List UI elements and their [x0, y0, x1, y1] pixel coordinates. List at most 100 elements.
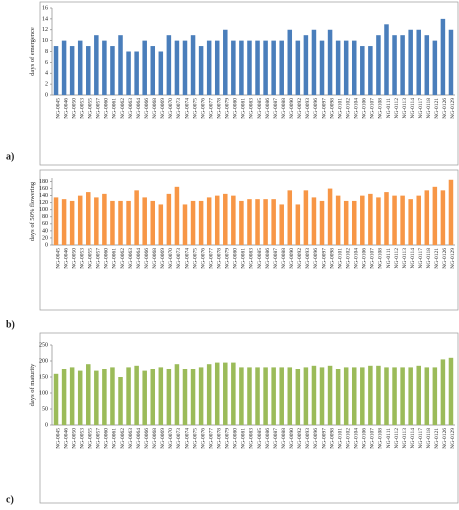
bar — [327, 365, 333, 425]
x-tick-label: NG-0050 — [71, 98, 77, 119]
x-tick-label: NG-0053 — [79, 248, 85, 269]
bar — [134, 51, 139, 95]
x-tick-label: NG-0104 — [354, 428, 360, 449]
x-tick-label: NG-0092 — [297, 98, 303, 119]
x-tick-label: NG-0050 — [71, 428, 77, 449]
bar — [287, 190, 293, 245]
bar — [343, 40, 349, 95]
x-tick-label: NG-0076 — [200, 98, 206, 119]
bar — [424, 190, 430, 245]
x-tick-label: NG-0117 — [418, 248, 424, 269]
y-tick-label: 180 — [39, 179, 48, 185]
bar — [440, 190, 446, 245]
bar — [206, 364, 212, 425]
x-tick-label: NG-0112 — [394, 428, 400, 449]
x-tick-label: NG-0126 — [442, 248, 448, 269]
x-tick-label: NG-0108 — [378, 248, 384, 269]
x-tick-label: NG-0077 — [208, 98, 214, 119]
bar — [77, 370, 83, 425]
x-tick-label: NG-0107 — [370, 248, 376, 269]
x-tick-label: NG-0097 — [321, 248, 327, 269]
x-tick-label: NG-0083 — [249, 248, 255, 269]
bar — [327, 188, 333, 245]
x-tick-label: NG-0070 — [168, 98, 174, 119]
bar — [311, 197, 317, 245]
bar — [448, 179, 454, 245]
x-tick-label: NG-0102 — [345, 248, 351, 269]
x-tick-label: NG-0129 — [450, 248, 456, 269]
bar — [368, 46, 373, 95]
bar — [319, 200, 325, 245]
y-tick-label: 10 — [42, 38, 48, 44]
bar — [279, 40, 284, 95]
bar — [198, 367, 204, 425]
bar — [303, 35, 309, 95]
x-tick-label: NG-0096 — [313, 248, 319, 269]
x-tick-label: NG-0079 — [225, 248, 231, 269]
bar — [255, 40, 260, 95]
x-tick-label: NG-0117 — [418, 98, 424, 119]
bar — [126, 200, 131, 245]
bar — [142, 370, 147, 425]
bar — [86, 364, 91, 425]
bar — [263, 367, 268, 425]
x-tick-label: NG-0060 — [104, 428, 110, 449]
bar — [400, 367, 405, 425]
y-tick-label: 40 — [42, 228, 48, 234]
x-tick-label: NG-0075 — [192, 98, 198, 119]
bar — [198, 200, 204, 245]
bar — [223, 362, 228, 425]
x-tick-label: NG-0108 — [378, 428, 384, 449]
y-tick-label: 4 — [45, 71, 48, 77]
bar — [351, 367, 357, 425]
bar — [279, 367, 284, 425]
x-tick-label: NG-0046 — [63, 98, 69, 119]
x-tick-label: NG-0088 — [281, 98, 287, 119]
bar — [247, 199, 252, 245]
x-tick-label: NG-0085 — [257, 98, 263, 119]
bar — [295, 204, 301, 245]
x-tick-label: NG-0062 — [120, 248, 126, 269]
x-tick-label: NG-0074 — [184, 248, 190, 269]
x-tick-label: NG-0097 — [321, 98, 327, 119]
x-tick-label: NG-0066 — [144, 98, 150, 119]
x-tick-label: NG-0078 — [216, 98, 222, 119]
bar — [255, 199, 260, 245]
y-tick-label: 80 — [42, 214, 48, 220]
x-tick-label: NG-0045 — [55, 248, 61, 269]
panel-frame — [39, 1, 459, 166]
bar — [214, 40, 220, 95]
x-tick-label: NG-0086 — [265, 98, 271, 119]
bar — [142, 197, 147, 245]
x-tick-label: NG-0069 — [160, 248, 166, 269]
bar — [287, 367, 293, 425]
bar — [255, 367, 260, 425]
bar — [343, 367, 349, 425]
y-tick-label: 100 — [39, 207, 48, 213]
x-tick-label: NG-0083 — [249, 428, 255, 449]
bar — [190, 35, 196, 95]
x-tick-label: NG-0064 — [136, 98, 142, 119]
bar — [158, 367, 164, 425]
bar — [61, 40, 67, 95]
x-tick-label: NG-0070 — [168, 248, 174, 269]
x-tick-label: NG-0076 — [200, 428, 206, 449]
y-axis-label: days of maturity — [29, 363, 36, 406]
bar — [110, 367, 115, 425]
x-tick-label: NG-0118 — [426, 248, 432, 269]
x-tick-label: NG-0106 — [362, 428, 368, 449]
x-tick-label: NG-0064 — [136, 248, 142, 269]
bar — [223, 29, 228, 95]
bar — [319, 40, 325, 95]
bar — [102, 40, 107, 95]
x-tick-label: NG-0112 — [394, 248, 400, 269]
x-tick-label: NG-0086 — [265, 248, 271, 269]
bar — [61, 369, 67, 425]
y-tick-label: 160 — [39, 186, 48, 192]
x-tick-label: NG-0111 — [386, 98, 392, 119]
bar — [303, 190, 309, 245]
x-tick-label: NG-0107 — [370, 428, 376, 449]
bar — [182, 369, 188, 425]
x-tick-label: NG-0079 — [225, 98, 231, 119]
bar — [69, 367, 75, 425]
